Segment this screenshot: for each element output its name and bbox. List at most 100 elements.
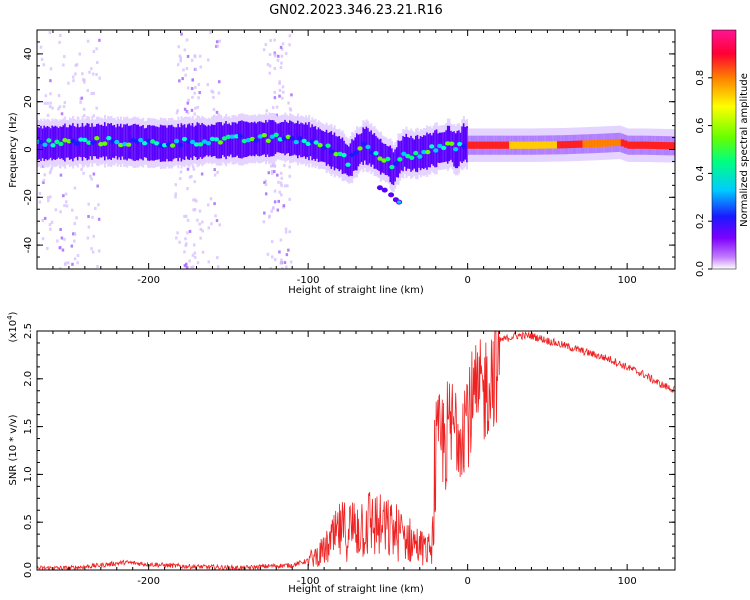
spectrogram-noise-streak [184, 116, 188, 120]
spectrogram-band [194, 125, 197, 158]
spectrogram-core [627, 141, 631, 149]
spectrogram-blob [329, 149, 335, 154]
spectrogram-band [64, 123, 67, 162]
spectrogram-band [308, 122, 311, 161]
spectrogram-blob [421, 149, 427, 155]
spectrogram-blob [321, 145, 327, 151]
spectrogram-blob [158, 143, 164, 148]
spectrogram-band [293, 123, 296, 155]
spectrogram-blob [130, 137, 136, 143]
spectrogram-core [525, 141, 529, 149]
spectrogram-blob [62, 137, 68, 143]
spectrogram-core [480, 141, 484, 149]
spectrogram-noise-streak [62, 63, 65, 67]
spectrogram-noise-streak [175, 111, 179, 115]
spectrogram-noise-streak [87, 225, 91, 229]
spectrogram-blob [445, 141, 451, 146]
spectrogram-noise-streak [79, 100, 82, 104]
spectrogram-band [51, 125, 54, 161]
spectrogram-noise-streak [276, 58, 280, 62]
spectrogram-noise-streak [201, 229, 204, 233]
spectrogram-noise-streak [72, 79, 75, 83]
spectrogram-noise-streak [198, 91, 201, 95]
spectrogram-noise-streak [216, 256, 219, 260]
spectrogram-noise-streak [287, 248, 290, 252]
spectrogram-y-tick-label: 40 [23, 48, 34, 61]
spectrogram-band [276, 123, 279, 153]
spectrogram-noise-streak [44, 94, 48, 98]
spectrogram-blob [293, 139, 299, 145]
spectrogram-core [617, 138, 622, 146]
spectrogram-noise-streak [90, 67, 93, 71]
spectrogram-blob [261, 132, 267, 138]
spectrogram-blob [126, 142, 132, 147]
spectrogram-blob [245, 137, 251, 143]
spectrogram-noise-streak [266, 252, 270, 256]
spectrogram-blob [185, 139, 192, 144]
snr-frame [36, 330, 676, 571]
spectrogram-noise-streak [199, 65, 203, 69]
spectrogram-noise-streak [63, 204, 66, 208]
spectrogram-blob [249, 136, 255, 142]
spectrogram-noise-streak [282, 204, 286, 208]
spectrogram-noise-streak [270, 209, 273, 213]
spectrogram-band [161, 125, 164, 162]
spectrogram-blob [193, 142, 200, 147]
snr-plot-area [37, 331, 675, 570]
spectrogram-band [127, 125, 130, 159]
spectrogram-x-tick-label: 0 [464, 275, 470, 286]
spectrogram-band [129, 125, 132, 159]
spectrogram-noise-streak [64, 262, 67, 266]
spectrogram-noise-streak [213, 168, 216, 172]
spectrogram-noise-streak [48, 171, 52, 175]
spectrogram-blob [114, 139, 120, 145]
spectrogram-noise-streak [273, 53, 277, 57]
spectrogram-blob [437, 143, 443, 149]
spectrogram-noise-streak [273, 51, 277, 55]
spectrogram-noise-streak [39, 45, 43, 49]
spectrogram-blob [217, 140, 224, 145]
spectrogram-noise-streak [182, 68, 185, 72]
spectrogram-noise-streak [71, 208, 74, 212]
spectrogram-blob [405, 153, 411, 159]
spectrogram-noise-streak [49, 92, 52, 96]
spectrogram-noise-streak [59, 33, 62, 37]
spectrogram-noise-streak [190, 58, 194, 62]
snr-y-multiplier: (x104) [6, 311, 19, 342]
spectrogram-band [306, 124, 309, 158]
spectrogram-blob [177, 142, 184, 148]
spectrogram-band [220, 122, 223, 159]
spectrogram-noise-streak [213, 202, 216, 206]
spectrogram-band [170, 124, 173, 162]
spectrogram-noise-streak [280, 176, 284, 180]
spectrogram-blob [381, 158, 387, 163]
spectrogram-noise-streak [188, 229, 192, 233]
spectrogram-band [348, 146, 351, 177]
spectrogram-noise-streak [89, 174, 92, 178]
snr-y-tick-label: 2.5 [23, 323, 34, 339]
spectrogram-blob [341, 152, 347, 158]
spectrogram-band [99, 125, 102, 158]
spectrogram-noise-streak [288, 107, 292, 111]
spectrogram-noise-streak [210, 222, 213, 226]
spectrogram-band [435, 129, 438, 168]
spectrogram-noise-streak [279, 261, 283, 265]
spectrogram-band [105, 126, 108, 157]
spectrogram-noise-streak [192, 243, 196, 247]
spectrogram-noise-streak [273, 96, 277, 100]
spectrogram-band [381, 142, 384, 173]
spectrogram-noise-streak [46, 246, 49, 250]
spectrogram-blob [429, 144, 435, 149]
spectrogram-noise-streak [58, 105, 62, 109]
spectrogram-band [327, 132, 330, 165]
spectrogram-noise-streak [183, 250, 186, 254]
spectrogram-band [119, 123, 122, 160]
spectrogram-noise-streak [273, 38, 276, 42]
spectrogram-core [675, 142, 679, 149]
spectrogram-noise-streak [82, 107, 86, 111]
spectrogram-noise-streak [46, 113, 50, 117]
spectrogram-noise-streak [185, 67, 189, 71]
spectrogram-blob [301, 138, 307, 144]
